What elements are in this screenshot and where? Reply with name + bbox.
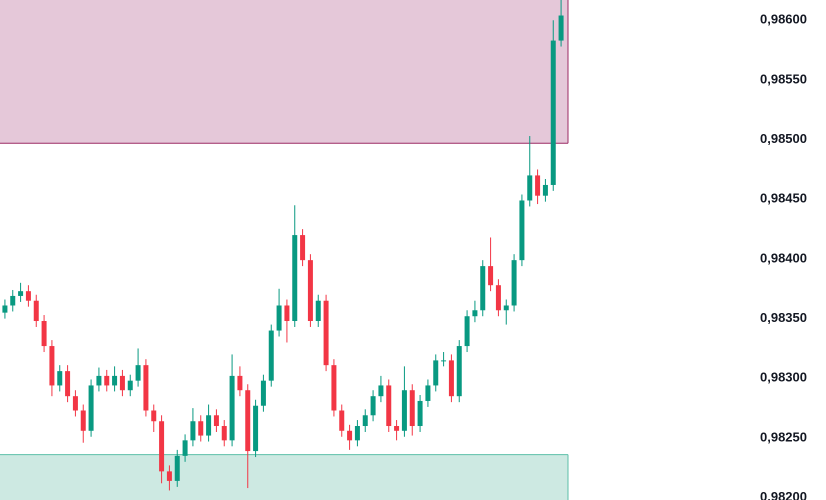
candle-body [65,371,71,397]
y-tick-label: 0,98300 [760,370,807,385]
candle-body [206,415,212,436]
candle-body [425,385,431,401]
candle-body [80,410,86,431]
candle-body [268,330,274,381]
candle-body [339,410,345,431]
candle-body [292,235,298,322]
candle-body [409,390,415,427]
candle-body [135,365,141,381]
candle-body [229,375,235,441]
candle-body [174,455,180,481]
candle-body [331,365,337,411]
candle-body [511,260,517,306]
candle-body [503,305,509,311]
candle-body [448,360,454,397]
y-tick-label: 0,98550 [760,71,807,86]
candle-body [2,305,8,313]
candle-body [464,316,470,347]
candle-body [284,305,290,322]
candle-body [519,200,525,261]
candle-body [495,285,501,311]
candle-body [550,40,556,185]
candle-body [386,385,392,427]
candle-body [33,300,39,322]
candle-body [370,396,376,416]
zone [0,454,568,500]
y-tick-label: 0,98250 [760,429,807,444]
candle-body [362,415,368,427]
y-tick-label: 0,98500 [760,131,807,146]
price-axis: 0,98200 0,98250 0,98300 0,98350 0,98400 0,984… [569,0,826,500]
candle-body [237,375,243,391]
candle-body [542,184,548,196]
candle-body [245,390,251,452]
y-tick-label: 0,98600 [760,12,807,27]
candle-body [190,421,196,441]
candle-body [41,321,47,347]
y-tick-label: 0,98450 [760,191,807,206]
candle-body [394,426,400,431]
axis-background [569,0,826,500]
candle-body [488,266,494,286]
candle-body [347,430,353,441]
candle-body [221,426,227,441]
candle-body [112,375,118,386]
candle-body [433,360,439,386]
plot-area [0,0,569,500]
y-tick-label: 0,98350 [760,310,807,325]
candle-body [25,291,31,301]
candle-body [441,360,447,362]
candle-body [300,235,306,261]
candle-body [10,295,16,306]
candle-body [166,471,172,481]
candle-body [57,371,63,386]
candle-body [253,405,259,452]
candle-body [72,396,78,411]
candle-body [276,305,282,331]
candle-body [480,266,486,311]
candle-body [323,300,329,366]
candle-body [143,365,149,411]
y-tick-label: 0,98400 [760,250,807,265]
candle-body [354,426,360,441]
candle-body [456,346,462,397]
candle-body [119,375,125,391]
candle-body [49,346,55,386]
candle-body [401,390,407,431]
candle-body [260,380,266,406]
candle-body [213,415,219,427]
candle-body [472,310,478,317]
candle-body [558,15,564,41]
candle-body [18,291,24,296]
candle-body [315,300,321,322]
candle-body [378,385,384,397]
candle-body [535,175,541,196]
candle-body [96,375,102,386]
candle-body [88,385,94,431]
candle-body [307,260,313,322]
candle-body [127,380,133,391]
candle-body [159,421,165,472]
candle-body [182,440,188,456]
candle-body [198,421,204,436]
candle-body [417,400,423,427]
y-tick-label: 0,98200 [760,489,807,500]
zone [0,0,568,144]
candle-body [527,175,533,201]
candle-body [151,410,157,422]
candle-body [104,375,110,386]
